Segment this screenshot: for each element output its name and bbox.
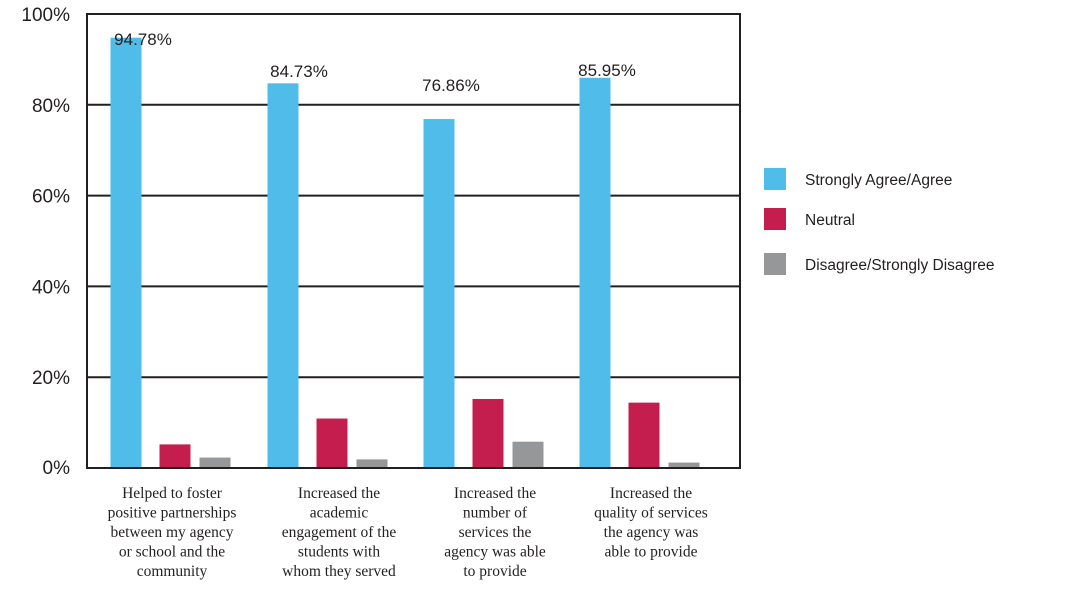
category-label-line: the agency was xyxy=(604,524,699,541)
data-label: 84.73% xyxy=(270,62,328,81)
legend-swatch xyxy=(764,208,786,230)
bar-strongly-agree-agree-4 xyxy=(579,77,611,469)
category-label-line: Increased the xyxy=(454,485,536,502)
bar-disagree-strongly-disagree-1 xyxy=(199,457,231,468)
data-labels: 94.78% 84.73% 76.86% 85.95% xyxy=(114,30,636,95)
category-label-line: engagement of the xyxy=(282,524,397,541)
category-label-line: or school and the xyxy=(119,544,225,561)
bar-disagree-strongly-disagree-3 xyxy=(512,441,544,468)
category-label-line: able to provide xyxy=(605,544,698,561)
bar-disagree-strongly-disagree-2 xyxy=(356,459,388,468)
bar-neutral-2 xyxy=(316,418,348,468)
bars xyxy=(110,37,700,469)
legend-swatch xyxy=(764,168,786,190)
category-label-line: quality of services xyxy=(594,505,708,522)
data-label: 94.78% xyxy=(114,30,172,49)
category-label-line: number of xyxy=(463,505,528,522)
bar-disagree-strongly-disagree-4 xyxy=(668,462,700,468)
bar-strongly-agree-agree-1 xyxy=(110,37,142,469)
bar-neutral-3 xyxy=(472,398,504,468)
y-tick-label: 20% xyxy=(32,368,70,389)
y-tick-label: 60% xyxy=(32,187,70,208)
bar-strongly-agree-agree-3 xyxy=(423,119,455,468)
y-tick-label: 40% xyxy=(32,277,70,298)
category-label-line: whom they served xyxy=(282,563,396,580)
y-tick-label: 0% xyxy=(43,458,71,479)
category-label-line: students with xyxy=(298,544,380,561)
category-label-line: Increased the xyxy=(298,485,380,502)
category-label-line: services the xyxy=(459,524,532,541)
category-label-line: agency was able xyxy=(444,544,546,561)
category-label-line: to provide xyxy=(463,563,526,580)
bar-strongly-agree-agree-2 xyxy=(267,83,299,468)
gridlines xyxy=(87,103,740,379)
category-label-line: community xyxy=(137,563,208,580)
legend-label: Disagree/Strongly Disagree xyxy=(805,257,995,274)
category-labels: Helped to foster positive partnerships bet… xyxy=(108,485,708,580)
y-axis-ticks: 0% 20% 40% 60% 80% 100% xyxy=(21,5,70,479)
data-label: 85.95% xyxy=(578,61,636,80)
y-tick-label: 100% xyxy=(21,5,70,26)
bar-neutral-4 xyxy=(628,402,660,468)
legend-label: Strongly Agree/Agree xyxy=(805,172,952,189)
legend-label: Neutral xyxy=(805,212,855,229)
plot-border xyxy=(86,13,741,469)
category-label-line: Helped to foster xyxy=(122,485,223,502)
plot-frame xyxy=(86,13,741,469)
data-label: 76.86% xyxy=(422,76,480,95)
bar-neutral-1 xyxy=(159,444,191,468)
category-label-line: Increased the xyxy=(610,485,692,502)
legend: Strongly Agree/Agree Neutral Disagree/Stro… xyxy=(764,168,995,275)
category-label-line: between my agency xyxy=(110,524,233,541)
category-label-line: academic xyxy=(310,505,369,522)
y-tick-label: 80% xyxy=(32,96,70,117)
legend-swatch xyxy=(764,253,786,275)
category-label-line: positive partnerships xyxy=(108,505,237,522)
